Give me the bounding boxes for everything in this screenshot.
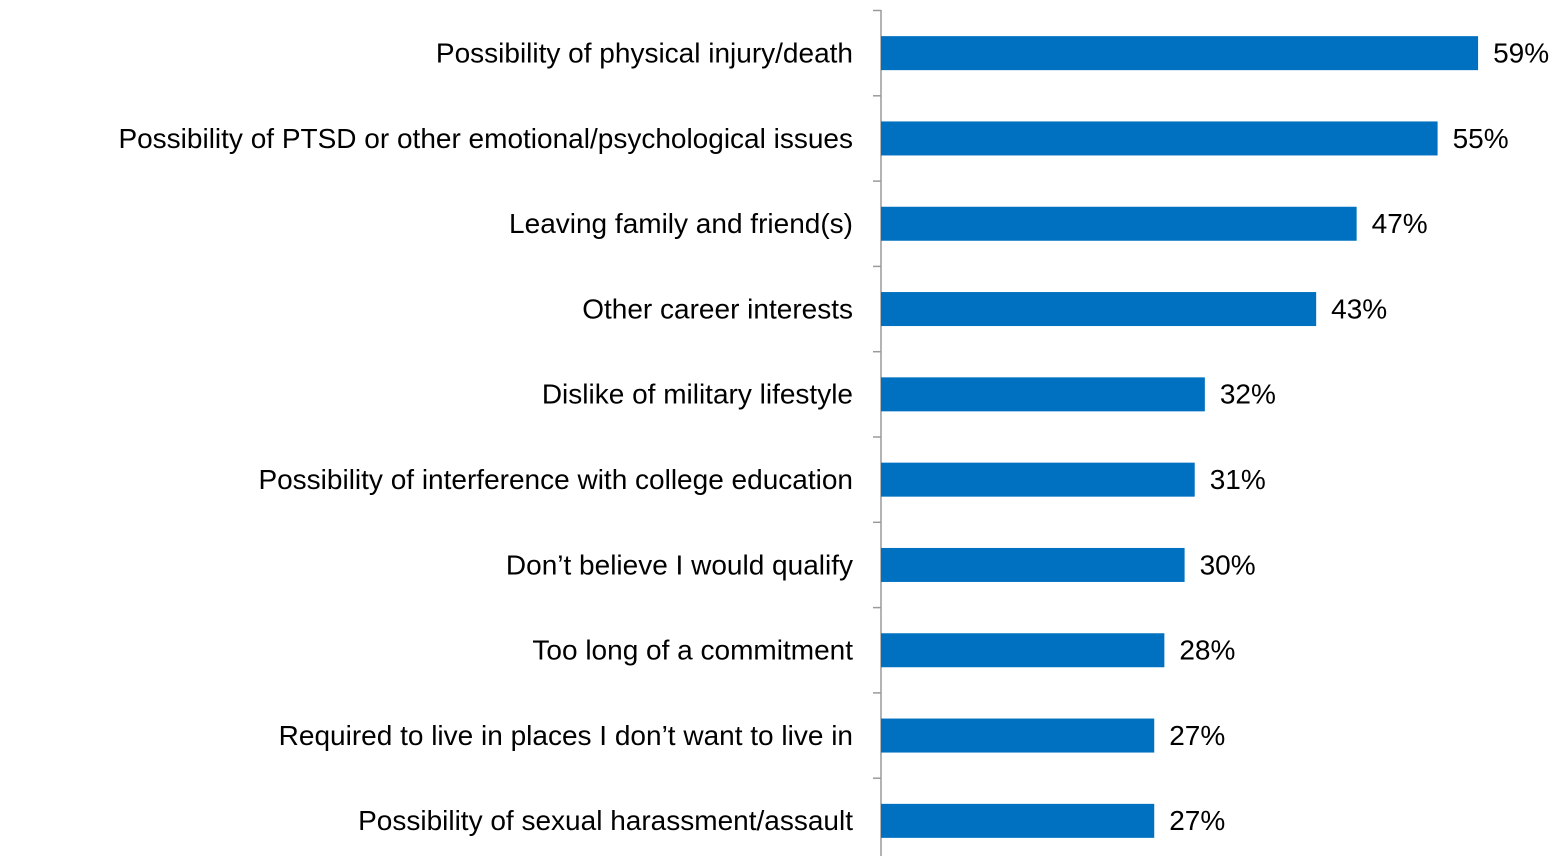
value-label: 27%	[1169, 805, 1225, 836]
value-label: 28%	[1179, 635, 1235, 666]
bar	[881, 206, 1357, 241]
category-label: Dislike of military lifestyle	[542, 379, 853, 410]
value-label: 32%	[1220, 379, 1276, 410]
category-label: Too long of a commitment	[532, 635, 853, 666]
value-label: 43%	[1331, 293, 1387, 324]
bar	[881, 121, 1438, 156]
bar	[881, 547, 1185, 582]
value-label: 59%	[1493, 38, 1549, 69]
bar	[881, 36, 1479, 71]
value-label: 31%	[1210, 464, 1266, 495]
bar	[881, 718, 1155, 753]
category-label: Possibility of sexual harassment/assault	[358, 805, 853, 836]
bar	[881, 377, 1205, 412]
value-label: 55%	[1453, 123, 1509, 154]
category-label: Leaving family and friend(s)	[509, 208, 853, 239]
category-label: Possibility of physical injury/death	[436, 38, 853, 69]
category-label: Required to live in places I don’t want …	[279, 720, 853, 751]
value-label: 30%	[1200, 549, 1256, 580]
value-label: 27%	[1169, 720, 1225, 751]
bar	[881, 292, 1317, 327]
category-label: Don’t believe I would qualify	[506, 549, 853, 580]
bar	[881, 803, 1155, 838]
value-label: 47%	[1372, 208, 1428, 239]
category-label: Other career interests	[582, 293, 853, 324]
bar	[881, 462, 1195, 497]
category-label: Possibility of PTSD or other emotional/p…	[118, 123, 853, 154]
category-label: Possibility of interference with college…	[258, 464, 853, 495]
bar	[881, 633, 1165, 668]
